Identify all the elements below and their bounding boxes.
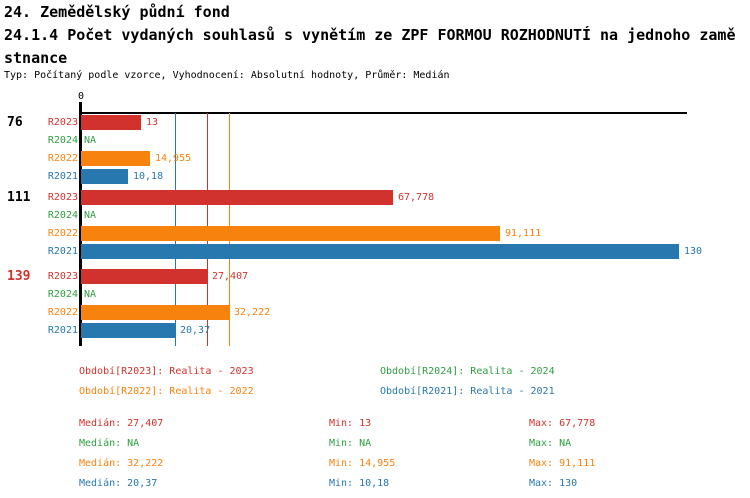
axis-origin-label: 0	[77, 91, 85, 102]
stat-median-r2022: Medián: 32,222	[79, 458, 164, 469]
series-row-label: R2021	[47, 246, 78, 257]
series-row-label: R2024	[47, 210, 78, 221]
series-row-label: R2021	[47, 325, 78, 336]
stat-median-r2023: Medián: 27,407	[79, 418, 164, 429]
bar-r2022	[81, 305, 229, 320]
legend-item-r2023: Období[R2023]: Realita - 2023	[79, 366, 254, 377]
x-axis-line	[79, 112, 687, 114]
bar-value-label: 14,955	[155, 153, 192, 164]
series-row-label: R2024	[47, 135, 78, 146]
legend-item-r2021: Období[R2021]: Realita - 2021	[380, 386, 555, 397]
bar-na-label: NA	[84, 289, 97, 300]
bar-r2023	[81, 269, 207, 284]
bar-r2023	[81, 115, 141, 130]
bar-r2023	[81, 190, 393, 205]
stat-max-r2021: Max: 130	[529, 478, 578, 489]
series-row-label: R2024	[47, 289, 78, 300]
series-row-label: R2021	[47, 171, 78, 182]
group-label: 111	[7, 190, 31, 205]
stat-min-r2021: Min: 10,18	[329, 478, 390, 489]
stat-max-r2024: Max: NA	[529, 438, 572, 449]
bar-value-label: 91,111	[505, 228, 542, 239]
series-row-label: R2022	[47, 228, 78, 239]
bar-r2022	[81, 151, 150, 166]
bar-value-label: 10,18	[133, 171, 164, 182]
group-label: 76	[7, 115, 23, 130]
stat-median-r2021: Medián: 20,37	[79, 478, 158, 489]
stat-max-r2022: Max: 91,111	[529, 458, 596, 469]
stat-min-r2022: Min: 14,955	[329, 458, 396, 469]
bar-value-label: 67,778	[398, 192, 435, 203]
y-axis-line	[79, 102, 82, 346]
bar-na-label: NA	[84, 210, 97, 221]
legend-item-r2024: Období[R2024]: Realita - 2024	[380, 366, 555, 377]
report-title-line3: stnance	[4, 49, 68, 67]
series-row-label: R2023	[47, 271, 78, 282]
bar-r2021	[81, 169, 128, 184]
report-title-line1: 24. Zemědělský půdní fond	[4, 3, 230, 21]
bar-r2021	[81, 244, 679, 259]
bar-value-label: 27,407	[212, 271, 249, 282]
stat-min-r2024: Min: NA	[329, 438, 372, 449]
bar-r2021	[81, 323, 175, 338]
report-title-line2: 24.1.4 Počet vydaných souhlasů s vynětím…	[4, 26, 736, 44]
stat-min-r2023: Min: 13	[329, 418, 372, 429]
bar-r2022	[81, 226, 500, 241]
bar-value-label: 32,222	[234, 307, 271, 318]
group-label: 139	[7, 269, 31, 284]
report-subtitle: Typ: Počítaný podle vzorce, Vyhodnocení:…	[4, 70, 450, 81]
series-row-label: R2023	[47, 192, 78, 203]
bar-value-label: 130	[684, 246, 703, 257]
bar-value-label: 20,37	[180, 325, 211, 336]
bar-na-label: NA	[84, 135, 97, 146]
stat-max-r2023: Max: 67,778	[529, 418, 596, 429]
bar-value-label: 13	[146, 117, 159, 128]
stat-median-r2024: Medián: NA	[79, 438, 140, 449]
legend-item-r2022: Období[R2022]: Realita - 2022	[79, 386, 254, 397]
series-row-label: R2023	[47, 117, 78, 128]
series-row-label: R2022	[47, 307, 78, 318]
series-row-label: R2022	[47, 153, 78, 164]
